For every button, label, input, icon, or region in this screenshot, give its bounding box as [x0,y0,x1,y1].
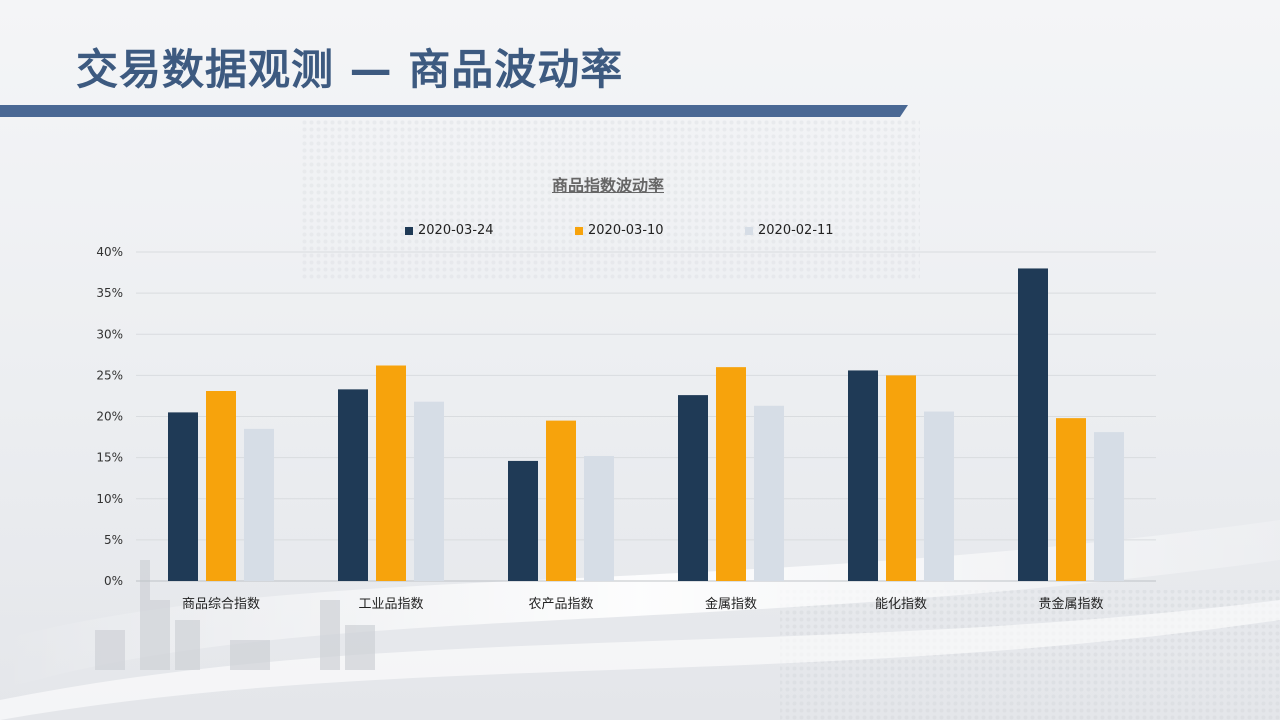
bar-1-4 [678,395,708,581]
bar-1-1 [168,412,198,581]
legend-label-series-2: 2020-03-10 [588,223,664,238]
legend-label-series-1: 2020-03-24 [418,223,494,238]
bar-2-2 [376,365,406,581]
x-category-label: 贵金属指数 [1038,596,1103,612]
y-tick-label: 25% [96,368,123,382]
bar-2-1 [206,391,236,581]
bar-1-2 [338,389,368,581]
y-tick-label: 35% [96,286,123,300]
bar-1-3 [508,460,538,581]
y-tick-label: 15% [96,451,123,465]
legend-item-series-2: 2020-03-10 [575,223,664,238]
legend-swatch-series-3 [745,226,753,235]
legend-item-series-1: 2020-03-24 [405,223,494,238]
x-category-label: 工业品指数 [358,597,423,612]
bar-3-1 [244,428,274,581]
chart-title: 商品指数波动率 [551,176,664,195]
slide-title: 交易数据观测 — 商品波动率 [76,45,624,94]
legend-item-series-3: 2020-02-11 [745,223,834,238]
bar-3-4 [754,405,784,581]
y-tick-label: 40% [96,245,123,259]
x-category-label: 商品综合指数 [182,597,260,612]
y-tick-label: 5% [104,533,123,547]
title-underline-band [0,105,908,117]
legend-swatch-series-2 [575,226,583,235]
bar-3-5 [924,411,954,581]
bar-1-5 [848,370,878,581]
bar-2-3 [546,420,576,581]
bar-3-6 [1094,432,1124,581]
x-category-label: 农产品指数 [528,597,593,612]
bar-3-3 [584,455,614,581]
bar-2-5 [886,375,916,581]
y-tick-label: 10% [96,492,123,506]
bar-2-4 [716,367,746,581]
x-category-label: 金属指数 [705,596,757,612]
y-tick-label: 0% [104,574,123,588]
bar-1-6 [1018,268,1048,581]
y-tick-label: 30% [96,327,123,341]
bar-3-2 [414,401,444,581]
legend-label-series-3: 2020-02-11 [758,223,834,238]
y-tick-label: 20% [96,410,123,424]
bar-2-6 [1056,418,1086,581]
chart-legend: 2020-03-24 2020-03-10 2020-02-11 [0,223,1280,241]
x-category-label: 能化指数 [875,597,927,612]
legend-swatch-series-1 [405,226,413,235]
